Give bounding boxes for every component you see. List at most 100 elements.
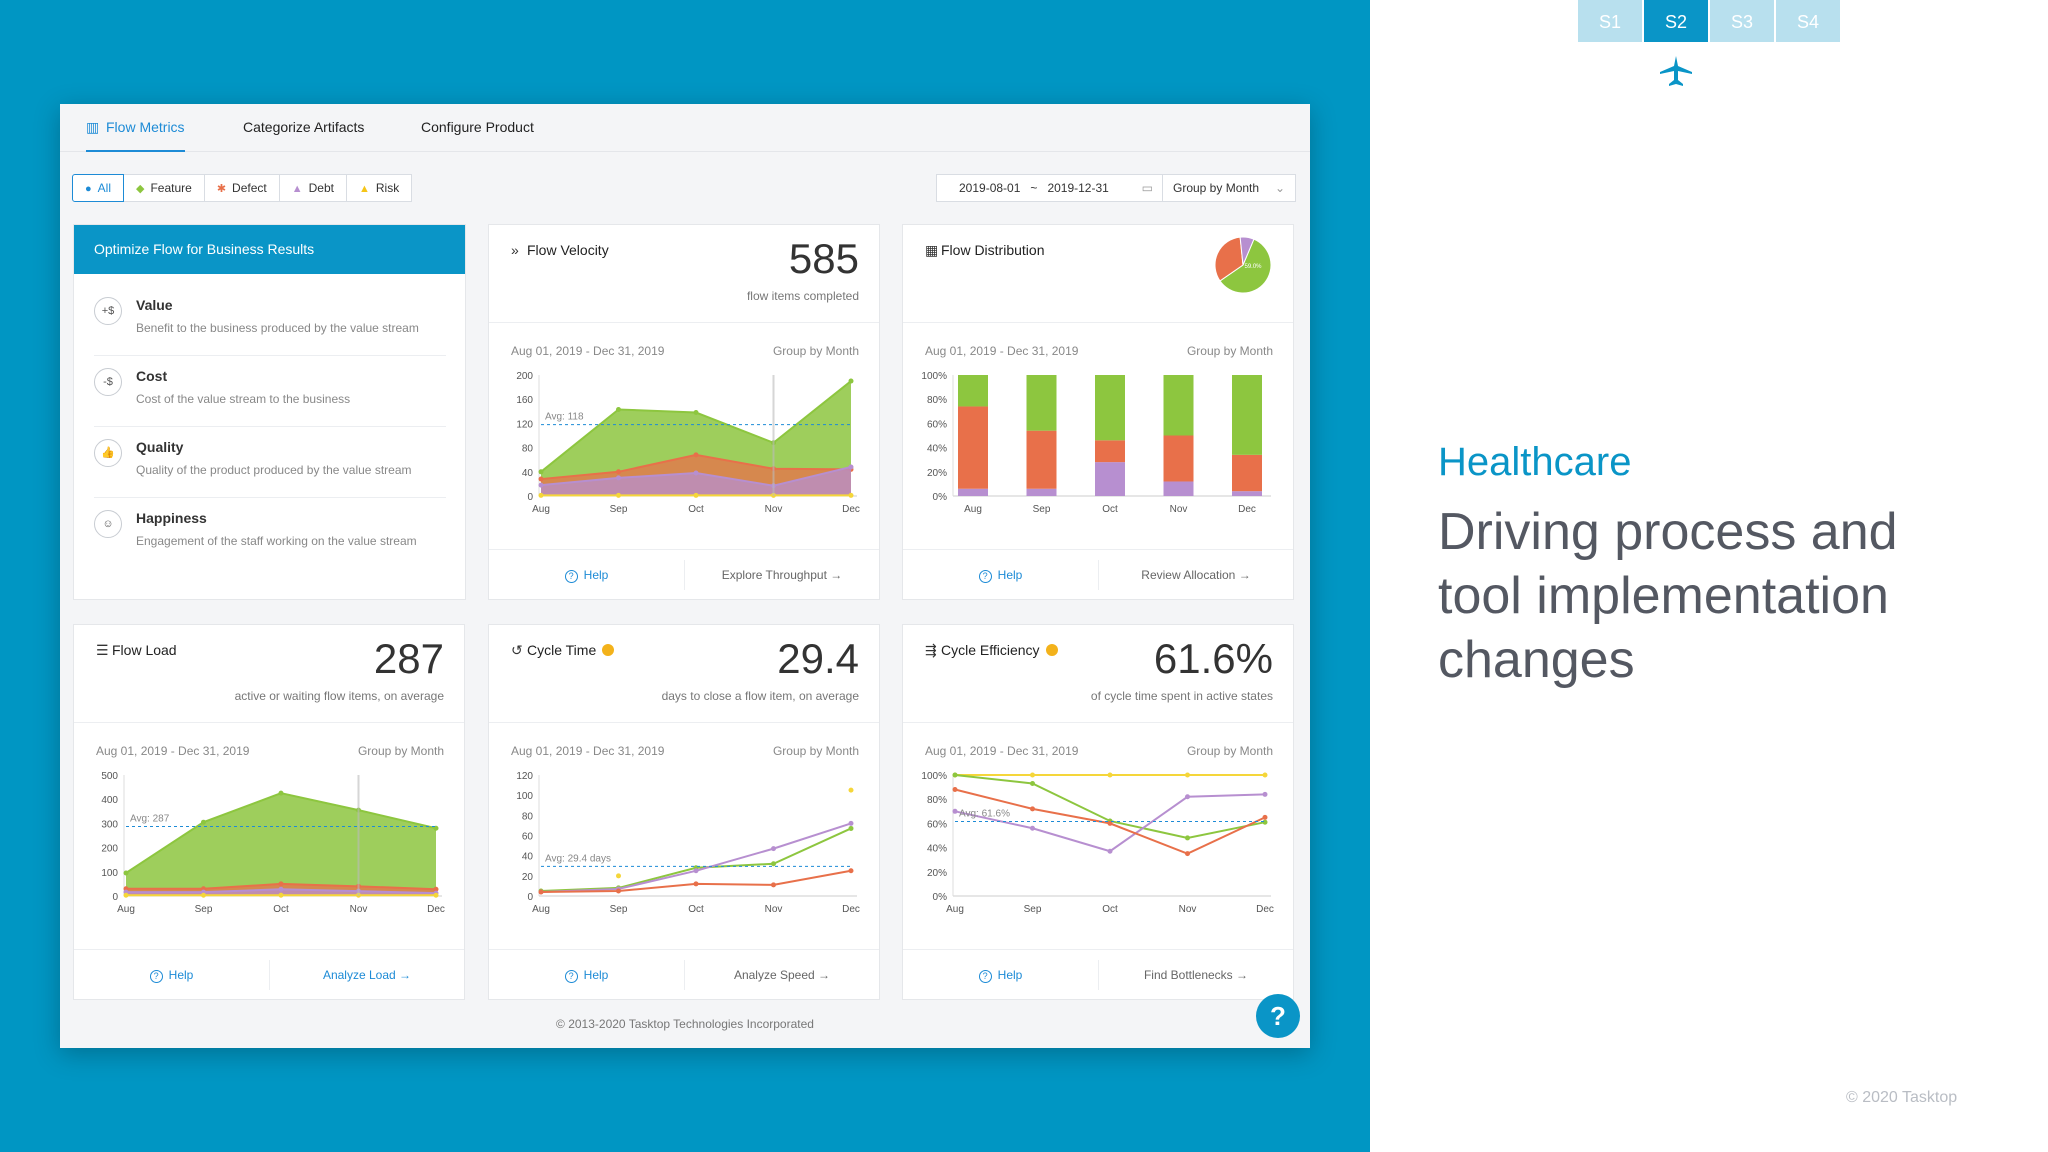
data-point (1107, 772, 1113, 778)
review-allocation-link[interactable]: Review Allocation → (1098, 560, 1293, 590)
flow-load-card: ☰ Flow Load 287 active or waiting flow it… (73, 624, 465, 1000)
metric-value: 29.4 (777, 635, 859, 682)
warning-icon[interactable] (1045, 644, 1058, 656)
date-range-label: Aug 01, 2019 - Dec 31, 2019 (96, 744, 250, 758)
filter-feature[interactable]: ◆ Feature (123, 174, 205, 202)
explore-throughput-link[interactable]: Explore Throughput → (684, 560, 879, 590)
thumbs-up-icon: 👍 (94, 439, 122, 467)
x-tick-label: Sep (610, 504, 628, 515)
data-point (433, 892, 439, 898)
metric-value: 61.6% (1153, 635, 1273, 682)
date-separator: ~ (1030, 181, 1038, 195)
warning-icon[interactable] (602, 644, 615, 656)
card-title-text: Flow Load (112, 642, 177, 658)
data-point (693, 410, 699, 416)
card-footer: ? Help Explore Throughput → (489, 549, 879, 600)
data-point (848, 868, 854, 874)
bar-segment (1232, 491, 1262, 496)
y-tick-label: 500 (101, 771, 118, 782)
y-tick-label: 60 (522, 832, 534, 843)
group-label: Group by Month (357, 744, 444, 758)
optimize-item-value: +$ Value Benefit to the business produce… (94, 285, 446, 356)
x-tick-label: Nov (1179, 904, 1197, 915)
data-point (278, 790, 284, 796)
y-tick-label: 40 (522, 852, 534, 863)
help-link[interactable]: ? Help (74, 950, 269, 1000)
optimize-item-desc: Quality of the product produced by the v… (136, 463, 412, 477)
y-tick-label: 60% (927, 819, 947, 830)
date-range-picker[interactable]: 2019-08-01 ~ 2019-12-31 ▭ (936, 174, 1164, 202)
pie-slice (1239, 236, 1255, 266)
help-link[interactable]: ? Help (489, 550, 684, 600)
warning-icon: ▲ (358, 183, 370, 195)
help-label: Help (583, 568, 609, 582)
filter-debt[interactable]: ▲ Debt (278, 174, 347, 202)
data-point (1185, 835, 1190, 841)
action-label: Review Allocation (1141, 568, 1236, 582)
help-link[interactable]: ? Help (903, 550, 1098, 600)
tab-configure-product[interactable]: Configure Product (421, 104, 534, 152)
step-s2[interactable]: S2 (1644, 0, 1708, 42)
filter-defect[interactable]: ✱ Defect (203, 174, 280, 202)
y-tick-label: 0% (933, 892, 948, 903)
step-s1[interactable]: S1 (1578, 0, 1642, 42)
metric-value: 585 (788, 235, 859, 282)
y-tick-label: 40% (927, 444, 947, 455)
action-label: Explore Throughput (721, 568, 827, 582)
data-point (278, 886, 284, 892)
date-range-label: Aug 01, 2019 - Dec 31, 2019 (511, 744, 665, 758)
divider (903, 322, 1293, 323)
find-bottlenecks-link[interactable]: Find Bottlenecks → (1098, 960, 1293, 990)
step-s4[interactable]: S4 (1776, 0, 1840, 42)
y-tick-label: 40 (522, 468, 534, 479)
metric-subtitle: active or waiting flow items, on average (234, 689, 444, 703)
x-tick-label: Nov (1170, 504, 1188, 515)
y-tick-label: 60% (927, 419, 947, 430)
data-point (123, 870, 129, 876)
data-point (693, 881, 699, 887)
filter-label: Feature (150, 181, 192, 195)
bar-segment (1026, 488, 1057, 496)
dollar-plus-icon: +$ (94, 297, 122, 325)
optimize-panel: Optimize Flow for Business Results +$ Va… (73, 224, 466, 600)
card-footer: ? Help Analyze Speed → (489, 949, 879, 1000)
optimize-header: Optimize Flow for Business Results (74, 225, 465, 274)
y-tick-label: 80% (927, 395, 947, 406)
divider (489, 322, 879, 323)
smiley-icon: ☺ (94, 510, 122, 538)
y-tick-label: 80% (927, 795, 947, 806)
tab-flow-metrics[interactable]: ▥ Flow Metrics (86, 104, 185, 152)
flow-velocity-card: » Flow Velocity 585 flow items completed … (488, 224, 880, 600)
help-label: Help (168, 968, 194, 982)
analyze-speed-link[interactable]: Analyze Speed → (684, 960, 879, 990)
filter-label: Risk (375, 181, 400, 195)
pie-label: 59.0% (1244, 264, 1262, 270)
bar-segment (1232, 454, 1262, 492)
x-tick-label: Aug (532, 904, 550, 915)
filter-all[interactable]: ● All (72, 174, 124, 202)
tab-label: Flow Metrics (106, 119, 185, 135)
help-icon: ? (564, 970, 578, 983)
data-point (771, 861, 776, 867)
data-point (1262, 772, 1268, 778)
bar-segment (1163, 375, 1194, 436)
help-label: Help (997, 968, 1023, 982)
help-link[interactable]: ? Help (903, 950, 1098, 1000)
group-by-select[interactable]: Group by Month ⌄ (1162, 174, 1296, 202)
data-point (693, 868, 699, 874)
filter-risk[interactable]: ▲ Risk (345, 174, 413, 202)
tab-categorize-artifacts[interactable]: Categorize Artifacts (243, 104, 364, 152)
analyze-load-link[interactable]: Analyze Load → (269, 960, 464, 990)
x-tick-label: Aug (946, 904, 964, 915)
x-tick-label: Sep (610, 904, 628, 915)
filter-label: Debt (308, 181, 334, 195)
metric-subtitle: of cycle time spent in active states (1090, 689, 1273, 703)
bar-segment (1163, 435, 1194, 482)
bar-segment (1163, 481, 1194, 496)
help-bubble-button[interactable]: ? (1256, 994, 1300, 1038)
help-link[interactable]: ? Help (489, 950, 684, 1000)
y-tick-label: 100 (516, 791, 533, 802)
step-s3[interactable]: S3 (1710, 0, 1774, 42)
pie-slice (1214, 236, 1244, 282)
optimize-item-happiness: ☺ Happiness Engagement of the staff work… (94, 498, 446, 569)
